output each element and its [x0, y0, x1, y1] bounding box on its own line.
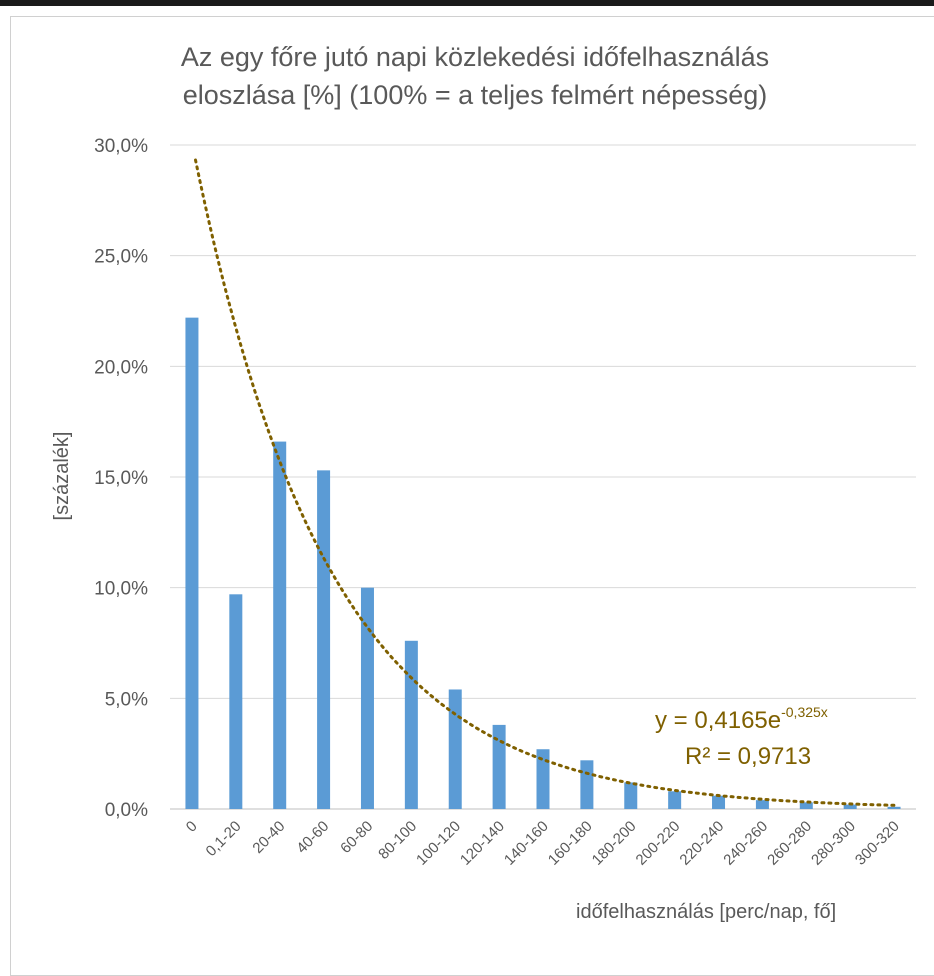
x-tick-label: 300-320: [852, 818, 903, 869]
trendline-r-squared: R² = 0,9713: [685, 743, 811, 770]
gridlines: [170, 144, 916, 810]
x-tick-label: 40-60: [293, 818, 332, 857]
x-tick-label: 0,1-20: [203, 818, 245, 860]
bar: [712, 795, 726, 809]
bar: [668, 791, 682, 809]
chart-title-line-1: Az egy főre jutó napi közlekedési időfel…: [180, 42, 770, 72]
x-tick-label: 160-180: [545, 818, 596, 869]
bar: [229, 594, 243, 809]
x-tick-label: 120-140: [457, 818, 508, 869]
bars: [185, 317, 901, 809]
chart-title: Az egy főre jutó napi közlekedési időfel…: [60, 38, 890, 114]
bar: [887, 806, 901, 809]
bar: [360, 587, 374, 809]
y-axis-tick-labels: 0,0% 5,0% 10,0% 15,0% 20,0% 25,0% 30,0%: [94, 136, 148, 821]
trendline-equation-base: y = 0,4165e: [655, 707, 781, 734]
y-tick-label: 5,0%: [105, 689, 148, 710]
y-tick-label: 20,0%: [94, 357, 148, 378]
x-tick-label: 260-280: [764, 818, 815, 869]
x-tick-label: 20-40: [249, 818, 288, 857]
x-axis-title: időfelhasználás [perc/nap, fő]: [576, 901, 836, 923]
bar: [799, 802, 813, 809]
y-tick-label: 0,0%: [105, 800, 148, 821]
x-tick-label: 140-160: [501, 818, 552, 869]
bar: [404, 640, 418, 809]
bar: [755, 800, 769, 809]
bar: [580, 760, 594, 809]
bar: [536, 749, 550, 809]
x-tick-label: 0: [183, 818, 201, 836]
y-tick-label: 15,0%: [94, 468, 148, 489]
y-tick-label: 30,0%: [94, 136, 148, 157]
window-top-bar: [0, 0, 934, 6]
x-tick-label: 220-240: [676, 818, 727, 869]
x-tick-label: 100-120: [413, 818, 464, 869]
bar: [317, 470, 331, 809]
y-tick-label: 10,0%: [94, 579, 148, 600]
x-axis-tick-labels: 0 0,1-20 20-40 40-60 60-8080-100100-120120-1…: [183, 818, 903, 869]
bar: [843, 804, 857, 809]
bar: [273, 441, 287, 809]
y-axis-title: [százalék]: [51, 432, 73, 521]
bar: [185, 317, 199, 809]
x-tick-label: 60-80: [337, 818, 376, 857]
chart-title-line-2: eloszlása [%] (100% = a teljes felmért n…: [182, 80, 768, 110]
trendline: [194, 158, 896, 807]
trendline-equation: y = 0,4165e-0,325x: [655, 704, 828, 734]
x-tick-label: 240-260: [720, 818, 771, 869]
x-tick-label: 180-200: [589, 818, 640, 869]
bar: [492, 724, 506, 809]
x-tick-label: 280-300: [808, 818, 859, 869]
y-tick-label: 25,0%: [94, 247, 148, 268]
chart-svg: 0,0% 5,0% 10,0% 15,0% 20,0% 25,0% 30,0% 0 0,1-2…: [51, 136, 916, 923]
bar: [624, 782, 638, 809]
bar: [448, 689, 462, 809]
trendline-equation-exponent: -0,325x: [781, 704, 828, 720]
x-tick-label: 200-220: [633, 818, 684, 869]
